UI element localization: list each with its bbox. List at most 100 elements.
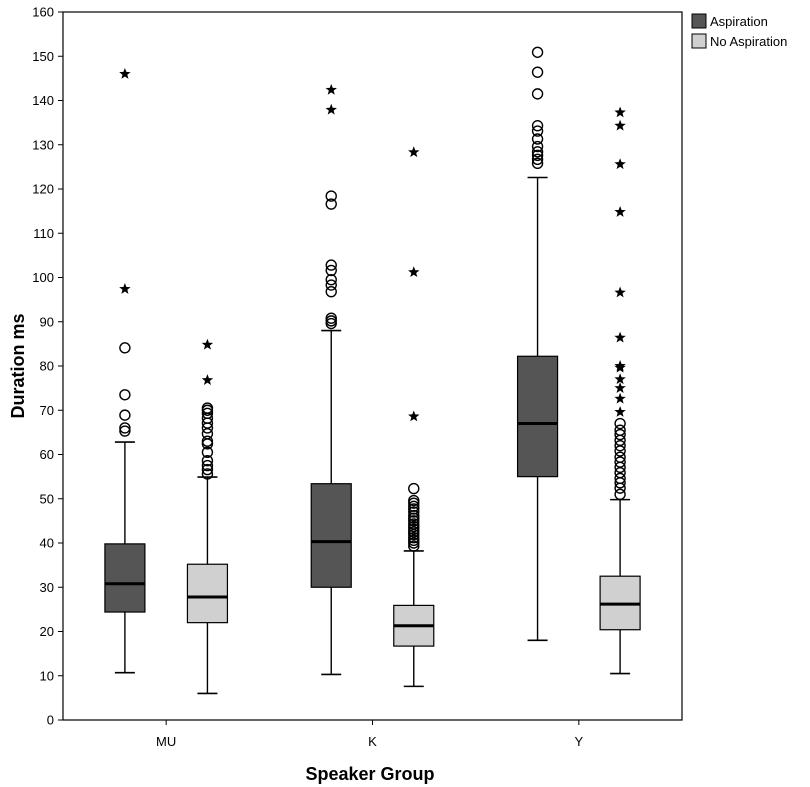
outlier-point — [531, 46, 544, 58]
outlier-point — [531, 153, 544, 166]
iqr-box — [310, 483, 352, 588]
outlier-point — [408, 531, 420, 544]
x-tick-label: K — [368, 734, 377, 749]
y-tick-label: 50 — [40, 491, 54, 506]
box-K-1 — [393, 550, 435, 688]
outlier-point — [408, 494, 420, 507]
outlier-point — [325, 312, 337, 324]
outlier-point — [325, 279, 337, 291]
outlier-point — [201, 468, 214, 480]
iqr-box — [186, 563, 229, 624]
outlier-point — [408, 482, 420, 495]
legend-label: Aspiration — [710, 14, 768, 29]
y-tick-label: 130 — [32, 137, 54, 152]
outlier-point — [119, 342, 131, 354]
extreme-point — [614, 331, 626, 343]
y-tick-label: 70 — [40, 403, 54, 418]
outlier-point — [119, 389, 131, 401]
outlier-point — [614, 428, 626, 441]
extreme-point — [614, 382, 626, 393]
extreme-point — [614, 106, 626, 118]
outlier-point — [201, 454, 214, 467]
y-tick-label: 90 — [40, 314, 54, 329]
outlier-point — [408, 518, 420, 530]
y-axis-title: Duration ms — [8, 313, 28, 418]
legend-swatch — [691, 33, 707, 49]
outlier-point — [201, 402, 214, 414]
outlier-point — [614, 439, 626, 452]
outlier-point — [531, 146, 544, 158]
x-axis-title: Speaker Group — [305, 764, 434, 784]
y-axis: 0 10 20 30 40 50 60 70 80 90 100 110 120 130 140 150 160 — [32, 5, 63, 728]
outlier-point — [614, 472, 626, 485]
extreme-point — [201, 338, 214, 350]
outlier-point — [531, 149, 544, 162]
outlier-point — [614, 488, 626, 501]
outlier-point — [531, 157, 544, 170]
extreme-point — [408, 146, 420, 158]
outlier-point — [325, 264, 337, 277]
outlier-point — [201, 459, 214, 472]
outlier-point — [531, 66, 544, 78]
x-axis: MU K Y — [156, 720, 583, 749]
box-series — [104, 176, 641, 695]
y-tick-label: 160 — [32, 5, 54, 20]
x-tick-label: MU — [156, 734, 176, 749]
y-tick-label: 140 — [32, 93, 54, 108]
iqr-box — [104, 543, 146, 613]
outlier-point — [201, 463, 214, 476]
box-K-0 — [310, 329, 352, 676]
extreme-point — [614, 373, 626, 385]
extreme-point — [614, 119, 626, 131]
outlier-point — [614, 424, 626, 436]
y-tick-label: 150 — [32, 49, 54, 64]
box-MU-1 — [186, 476, 229, 695]
legend: Aspiration No Aspiration — [691, 13, 787, 49]
y-tick-label: 80 — [40, 359, 54, 374]
outlier-point — [408, 500, 420, 512]
y-tick-label: 30 — [40, 580, 54, 595]
outlier-point — [325, 285, 337, 298]
extreme-point — [119, 67, 131, 79]
y-tick-label: 60 — [40, 447, 54, 462]
outlier-point — [325, 274, 337, 286]
outlier-point — [201, 446, 214, 458]
outlier-point — [408, 509, 420, 522]
outlier-point — [614, 451, 626, 463]
outlier-point — [531, 140, 544, 153]
extreme-point — [614, 392, 626, 404]
outlier-points — [119, 46, 626, 552]
y-tick-label: 120 — [32, 182, 54, 197]
y-tick-label: 10 — [40, 668, 54, 683]
extreme-point — [119, 283, 131, 294]
outlier-point — [531, 133, 544, 145]
extreme-point — [614, 406, 626, 417]
box-Y-1 — [599, 498, 641, 675]
outlier-point — [614, 417, 626, 430]
legend-label: No Aspiration — [710, 34, 787, 49]
extreme-point — [614, 360, 626, 371]
x-tick-label: Y — [574, 734, 583, 749]
y-tick-label: 0 — [47, 713, 54, 728]
extreme-point — [325, 103, 337, 115]
outlier-point — [531, 120, 544, 132]
extreme-point — [408, 410, 420, 422]
y-tick-label: 110 — [33, 226, 54, 241]
y-tick-label: 40 — [40, 536, 54, 551]
iqr-box — [516, 355, 559, 478]
outlier-point — [325, 259, 337, 271]
legend-swatch — [691, 13, 707, 29]
extreme-point — [614, 206, 626, 217]
y-tick-label: 20 — [40, 624, 54, 639]
extreme-point — [614, 286, 626, 298]
outlier-point — [119, 425, 131, 437]
extreme-point — [325, 83, 337, 95]
outlier-point — [531, 125, 544, 137]
extreme-point — [614, 158, 626, 170]
outlier-point — [201, 407, 214, 420]
box-MU-0 — [104, 441, 146, 674]
outlier-point — [531, 88, 544, 100]
outlier-point — [408, 540, 420, 552]
outlier-point — [408, 506, 420, 518]
